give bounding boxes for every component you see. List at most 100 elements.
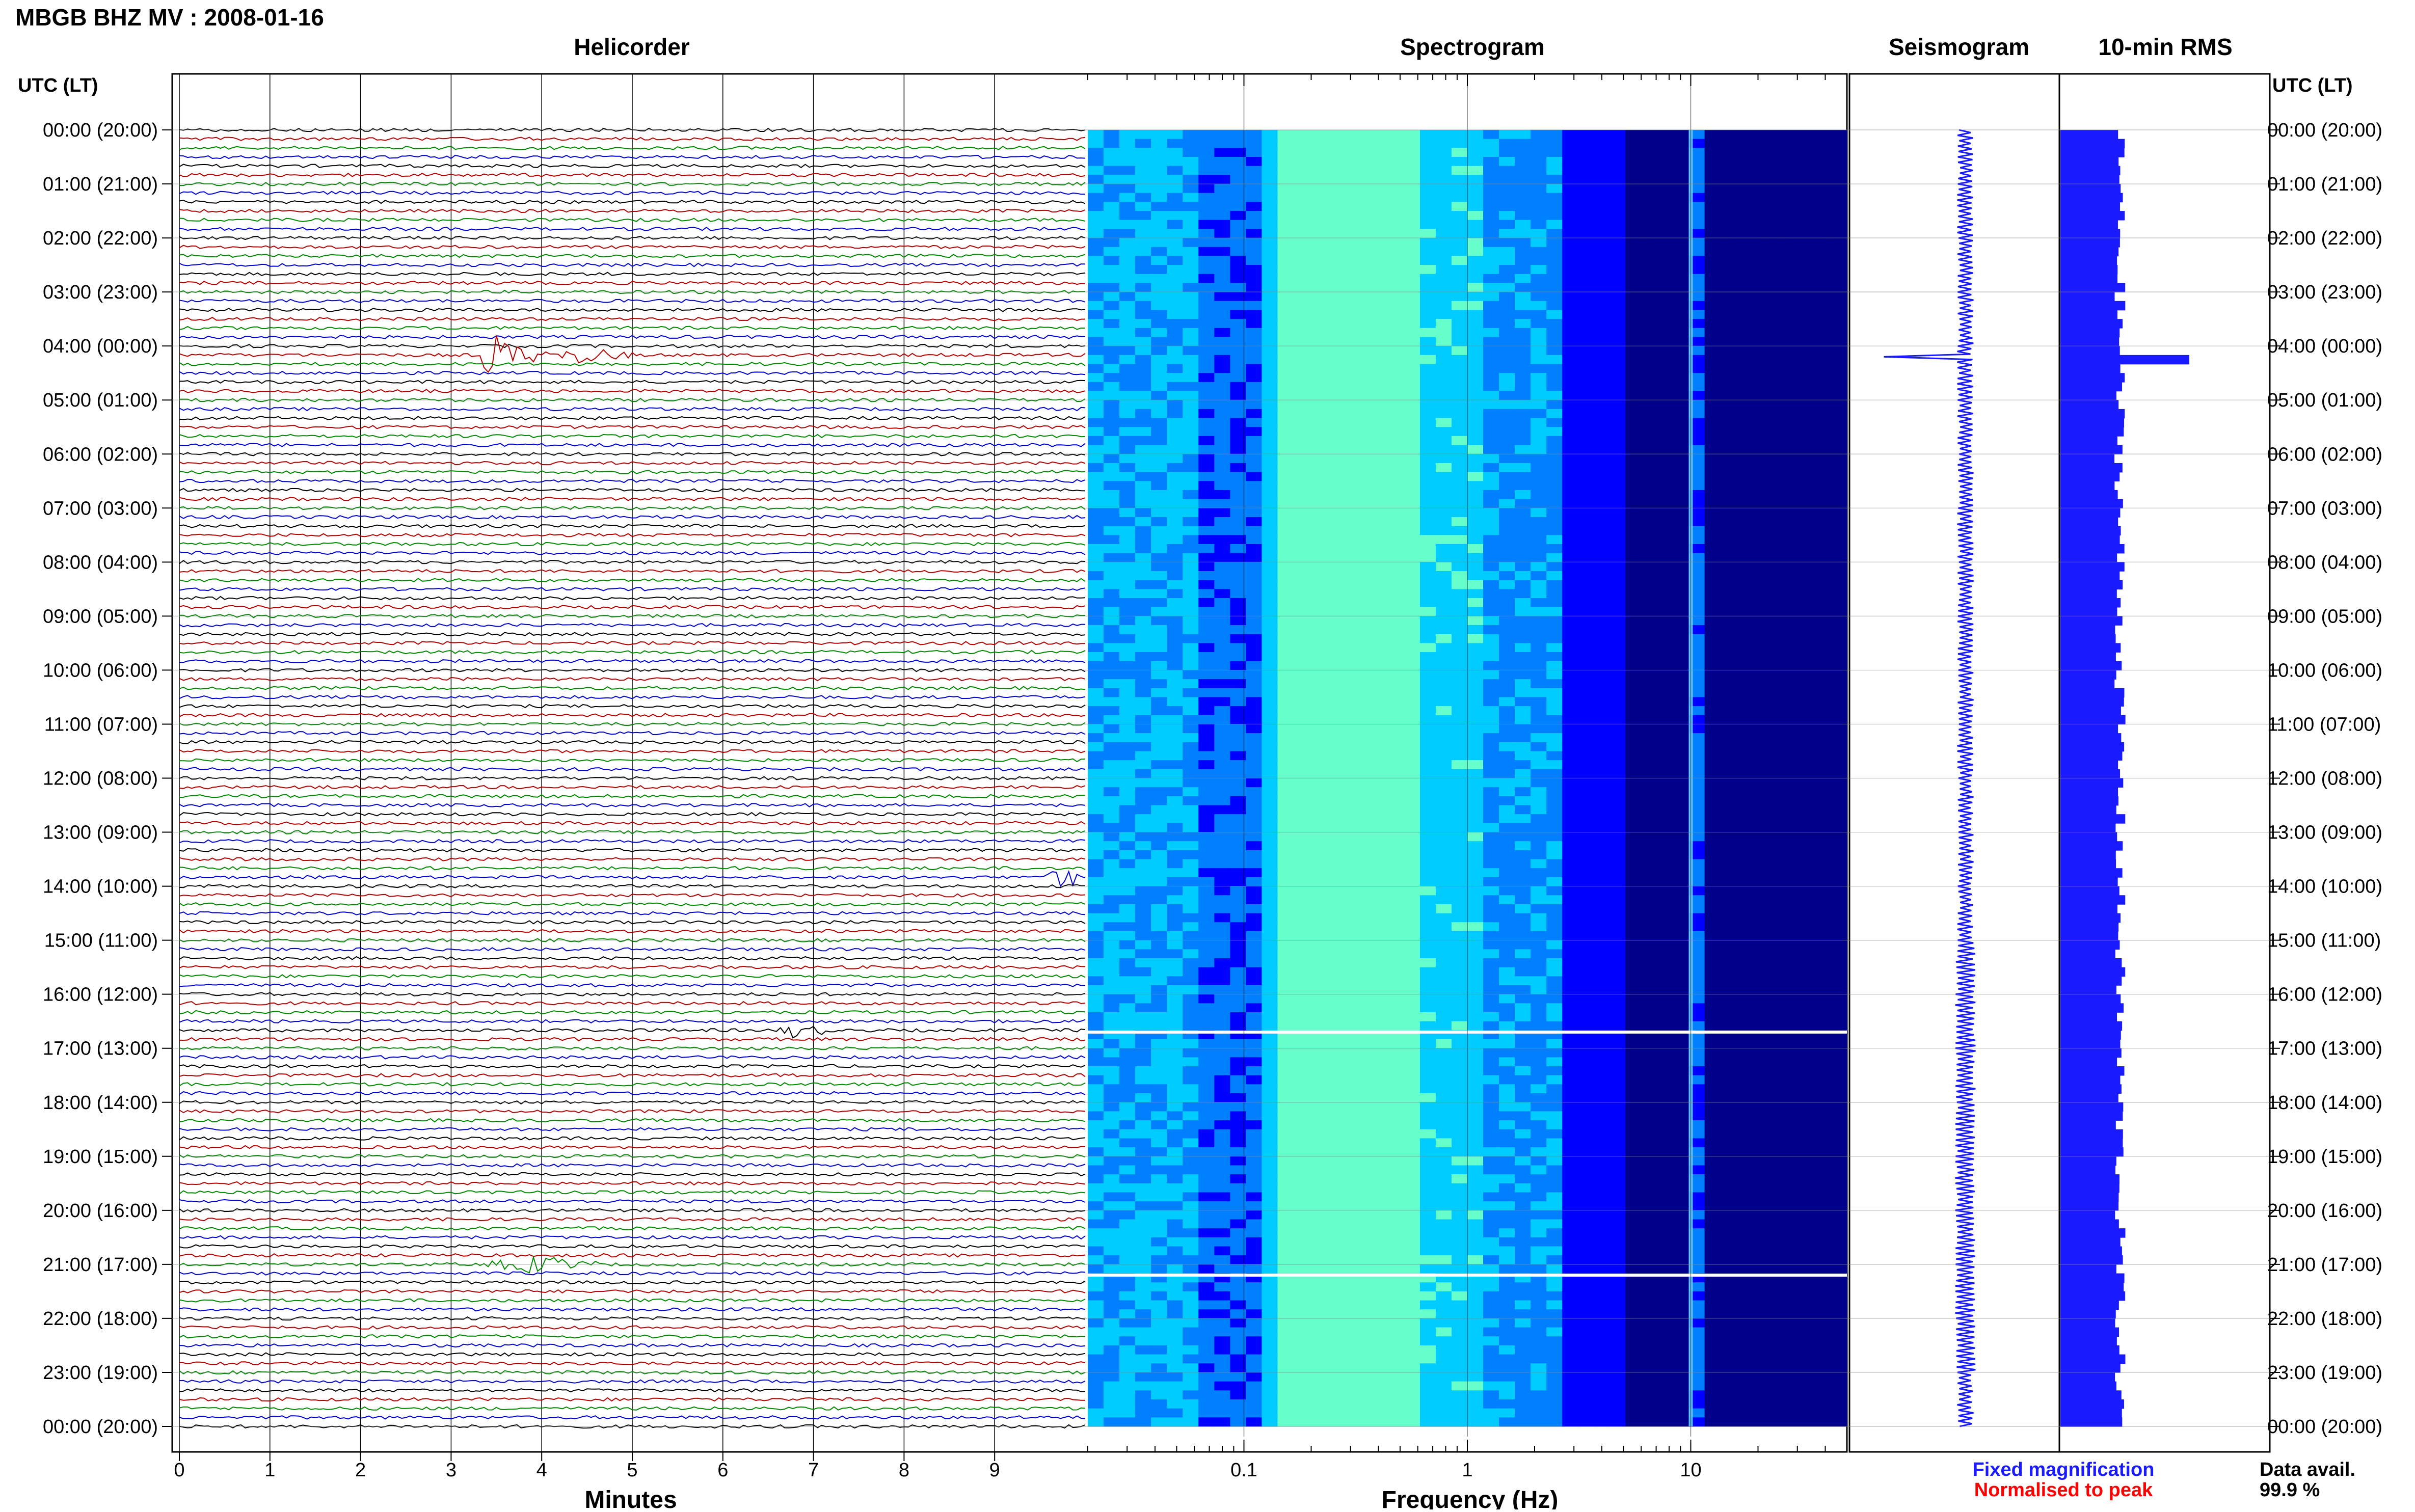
spectrogram-cell (1562, 373, 1578, 383)
spectrogram-cell (1483, 904, 1499, 914)
spectrogram-cell (1119, 976, 1136, 986)
spectrogram-cell (1704, 193, 1721, 202)
spectrogram-cell (1815, 472, 1832, 481)
spectrogram-cell (1293, 526, 1310, 535)
spectrogram-cell (1088, 508, 1104, 518)
spectrogram-cell (1214, 472, 1230, 481)
spectrogram-cell (1625, 733, 1642, 743)
spectrogram-cell (1752, 265, 1768, 275)
spectrogram-cell (1515, 868, 1531, 878)
spectrogram-cell (1372, 868, 1389, 878)
spectrogram-cell (1736, 886, 1753, 896)
spectrogram-cell (1388, 184, 1405, 194)
spectrogram-cell (1135, 247, 1151, 257)
spectrogram-cell (1609, 877, 1626, 887)
spectrogram-cell (1198, 580, 1215, 589)
spectrogram-cell (1151, 724, 1167, 734)
spectrogram-cell (1088, 1057, 1104, 1067)
spectrogram-cell (1752, 391, 1768, 400)
helicorder-x-label: Minutes (584, 1487, 677, 1509)
spectrogram-cell (1104, 841, 1120, 851)
spectrogram-cell (1515, 508, 1531, 518)
spectrogram-cell (1183, 364, 1199, 373)
spectrogram-cell (1499, 238, 1515, 248)
spectrogram-cell (1388, 877, 1405, 887)
spectrogram-cell (1594, 274, 1610, 284)
spectrogram-cell (1673, 832, 1689, 842)
spectrogram-cell (1404, 850, 1420, 860)
spectrogram-cell (1151, 166, 1167, 175)
spectrogram-cell (1088, 184, 1104, 194)
spectrogram-cell (1104, 526, 1120, 535)
spectrogram-cell (1736, 733, 1753, 743)
spectrogram-cell (1214, 850, 1230, 860)
spectrogram-cell (1167, 994, 1183, 1004)
spectrogram-cell (1562, 526, 1578, 535)
spectrogram-cell (1483, 832, 1499, 842)
spectrogram-cell (1151, 535, 1167, 545)
spectrogram-cell (1467, 328, 1484, 338)
spectrogram-cell (1293, 1057, 1310, 1067)
spectrogram-cell (1088, 229, 1104, 238)
spectrogram-cell (1657, 364, 1674, 373)
spectrogram-cell (1388, 904, 1405, 914)
spectrogram-cell (1736, 175, 1753, 184)
spectrogram-cell (1277, 427, 1294, 437)
spectrogram-cell (1198, 994, 1215, 1004)
spectrogram-cell (1483, 256, 1499, 265)
spectrogram-cell (1293, 598, 1310, 608)
spectrogram-cell (1736, 868, 1753, 878)
spectrogram-cell (1214, 535, 1230, 545)
spectrogram-cell (1435, 274, 1452, 284)
spectrogram-cell (1309, 526, 1326, 535)
spectrogram-cell (1214, 607, 1230, 616)
spectrogram-cell (1515, 859, 1531, 869)
spectrogram-cell (1372, 229, 1389, 238)
spectrogram-cell (1799, 679, 1816, 689)
spectrogram-cell (1625, 913, 1642, 923)
spectrogram-cell (1625, 742, 1642, 752)
spectrogram-cell (1831, 850, 1847, 860)
spectrogram-cell (1483, 292, 1499, 302)
spectrogram-cell (1435, 184, 1452, 194)
spectrogram-cell (1135, 841, 1151, 851)
spectrogram-cell (1799, 265, 1816, 275)
spectrogram-cell (1562, 157, 1578, 167)
spectrogram-cell (1088, 382, 1104, 392)
spectrogram-cell (1372, 823, 1389, 833)
spectrogram-cell (1783, 157, 1800, 167)
spectrogram-cell (1831, 967, 1847, 977)
spectrogram-cell (1831, 823, 1847, 833)
spectrogram-cell (1451, 130, 1468, 140)
spectrogram-cell (1546, 211, 1563, 221)
spectrogram-cell (1515, 877, 1531, 887)
spectrogram-cell (1293, 472, 1310, 481)
spectrogram-cell (1578, 607, 1594, 616)
spectrogram-cell (1119, 292, 1136, 302)
spectrogram-cell (1483, 985, 1499, 995)
spectrogram-cell (1609, 256, 1626, 265)
spectrogram-cell (1483, 715, 1499, 725)
spectrogram-cell (1783, 256, 1800, 265)
spectrogram-cell (1419, 787, 1436, 797)
spectrogram-cell (1419, 139, 1436, 148)
spectrogram-cell (1214, 778, 1230, 788)
spectrogram-cell (1483, 733, 1499, 743)
spectrogram-cell (1404, 634, 1420, 643)
spectrogram-cell (1657, 886, 1674, 896)
spectrogram-cell (1499, 1003, 1515, 1013)
spectrogram-cell (1119, 319, 1136, 329)
spectrogram-cell (1151, 967, 1167, 977)
spectrogram-cell (1499, 868, 1515, 878)
spectrogram-cell (1277, 508, 1294, 518)
spectrogram-cell (1340, 742, 1357, 752)
spectrogram-cell (1499, 886, 1515, 896)
spectrogram-cell (1230, 400, 1247, 410)
spectrogram-cell (1767, 373, 1784, 383)
spectrogram-cell (1499, 526, 1515, 535)
spectrogram-cell (1404, 337, 1420, 346)
spectrogram-cell (1214, 679, 1230, 689)
spectrogram-cell (1546, 832, 1563, 842)
spectrogram-cell (1704, 382, 1721, 392)
spectrogram-cell (1609, 508, 1626, 518)
